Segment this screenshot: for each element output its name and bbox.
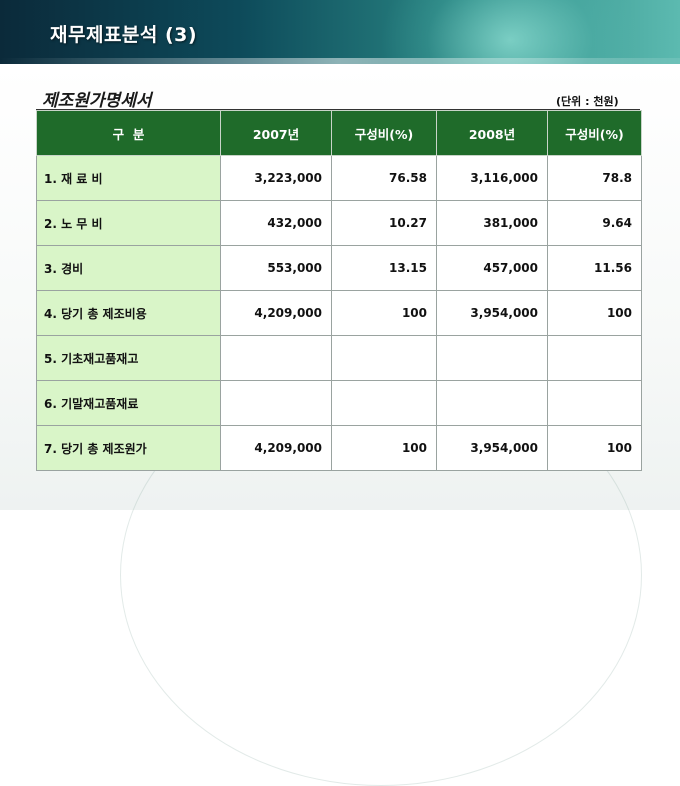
- banner-glow: [380, 0, 640, 64]
- table-row: 4. 당기 총 제조비용 4,209,000 100 3,954,000 100: [36, 290, 642, 336]
- ratio-2008: 78.8: [547, 155, 642, 201]
- unit-note: (단위 : 천원): [556, 95, 619, 108]
- header-2008: 2008년: [436, 110, 548, 156]
- header-2007: 2007년: [220, 110, 332, 156]
- table-row: 1. 재 료 비 3,223,000 76.58 3,116,000 78.8: [36, 155, 642, 201]
- header-ratio-2007: 구성비(%): [331, 110, 437, 156]
- row-label: 4. 당기 총 제조비용: [36, 290, 221, 336]
- row-label: 5. 기초재고품재고: [36, 335, 221, 381]
- value-2008: 381,000: [436, 200, 548, 246]
- section-title: 제조원가명세서: [42, 91, 152, 111]
- ratio-2007: [331, 335, 437, 381]
- value-2007: 4,209,000: [220, 425, 332, 471]
- value-2008: 3,954,000: [436, 290, 548, 336]
- value-2008: 3,954,000: [436, 425, 548, 471]
- value-2008: [436, 335, 548, 381]
- table-row: 6. 기말재고품재료: [36, 380, 642, 426]
- value-2007: 553,000: [220, 245, 332, 291]
- ratio-2008: 11.56: [547, 245, 642, 291]
- row-label: 7. 당기 총 제조원가: [36, 425, 221, 471]
- row-label: 1. 재 료 비: [36, 155, 221, 201]
- ratio-2007: [331, 380, 437, 426]
- cost-statement-table: 구 분 2007년 구성비(%) 2008년 구성비(%) 1. 재 료 비 3…: [36, 110, 642, 471]
- header-ratio-2008: 구성비(%): [547, 110, 642, 156]
- ratio-2008: 100: [547, 425, 642, 471]
- ratio-2007: 10.27: [331, 200, 437, 246]
- ratio-2007: 100: [331, 290, 437, 336]
- ratio-2008: 9.64: [547, 200, 642, 246]
- table-header-row: 구 분 2007년 구성비(%) 2008년 구성비(%): [36, 110, 642, 156]
- row-label: 6. 기말재고품재료: [36, 380, 221, 426]
- page-title: 재무제표분석 (3): [50, 24, 198, 46]
- table-row: 3. 경비 553,000 13.15 457,000 11.56: [36, 245, 642, 291]
- ratio-2007: 100: [331, 425, 437, 471]
- row-label: 3. 경비: [36, 245, 221, 291]
- value-2007: 4,209,000: [220, 290, 332, 336]
- table-row: 7. 당기 총 제조원가 4,209,000 100 3,954,000 100: [36, 425, 642, 471]
- value-2008: 457,000: [436, 245, 548, 291]
- value-2007: 3,223,000: [220, 155, 332, 201]
- title-banner: 재무제표분석 (3): [0, 0, 680, 64]
- table-row: 5. 기초재고품재고: [36, 335, 642, 381]
- value-2007: [220, 380, 332, 426]
- ratio-2008: [547, 335, 642, 381]
- table-row: 2. 노 무 비 432,000 10.27 381,000 9.64: [36, 200, 642, 246]
- header-category: 구 분: [36, 110, 221, 156]
- value-2007: 432,000: [220, 200, 332, 246]
- banner-highlight: [0, 58, 680, 64]
- ratio-2008: [547, 380, 642, 426]
- ratio-2007: 76.58: [331, 155, 437, 201]
- value-2008: [436, 380, 548, 426]
- ratio-2007: 13.15: [331, 245, 437, 291]
- value-2007: [220, 335, 332, 381]
- ratio-2008: 100: [547, 290, 642, 336]
- value-2008: 3,116,000: [436, 155, 548, 201]
- row-label: 2. 노 무 비: [36, 200, 221, 246]
